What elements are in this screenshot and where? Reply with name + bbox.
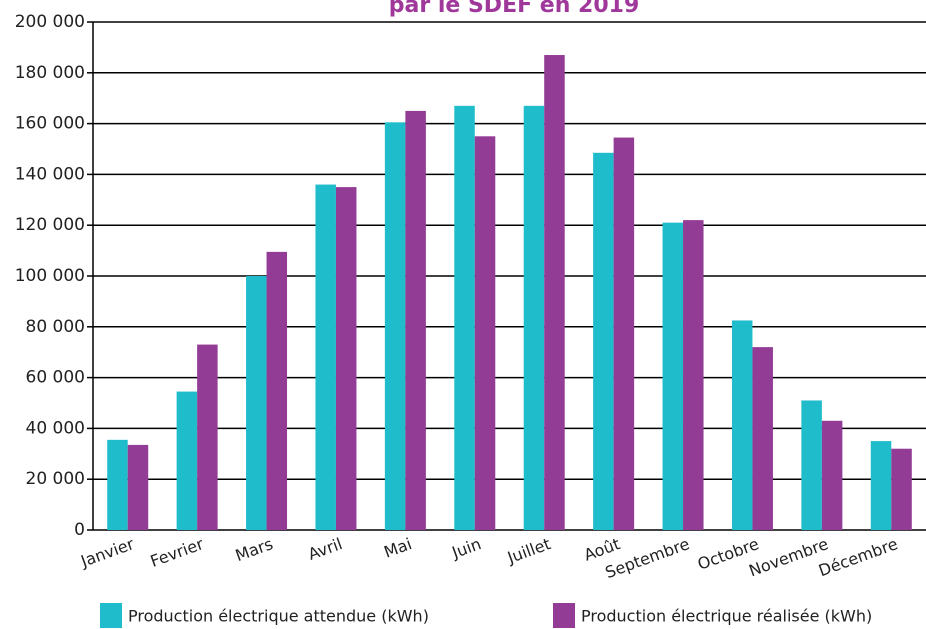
bar [384,122,406,530]
legend-swatch [553,603,575,628]
bar [613,137,635,530]
y-tick-label: 100 000 [15,266,85,286]
y-tick-label: 60 000 [26,368,85,388]
bar [801,400,822,530]
y-tick-label: 200 000 [15,12,85,32]
bar [662,222,684,530]
legend-label: Production électrique attendue (kWh) [128,607,429,626]
x-tick-label: Fevrier [148,534,207,571]
y-tick-label: 120 000 [15,215,85,235]
bar [315,184,336,530]
bar [870,441,892,530]
x-tick-label: Décembre [816,534,900,580]
bar [523,105,545,530]
bar [127,444,149,530]
bar [335,187,357,530]
legend-label: Production électrique réalisée (kWh) [581,607,872,626]
bar [176,391,198,530]
bar [752,347,773,530]
bar [107,439,128,530]
x-tick-label: Mai [381,534,414,561]
y-tick-label: 160 000 [15,114,85,134]
bar [474,136,496,531]
bar [731,320,753,530]
bar [891,448,912,530]
bar [405,110,426,531]
x-tick-label: Novembre [746,534,830,580]
y-tick-label: 140 000 [15,164,85,184]
bar [246,276,267,530]
bar [454,105,475,530]
y-tick-label: 80 000 [26,317,85,337]
bar [683,220,704,530]
bar [197,344,218,530]
x-tick-label: Janvier [77,534,137,571]
x-tick-label: Juillet [504,534,553,567]
y-tick-label: 20 000 [26,469,85,489]
x-tick-label: Avril [306,534,345,564]
x-tick-label: Mars [233,534,276,565]
x-tick-label: Juin [449,534,484,562]
y-tick-label: 0 [74,520,85,540]
y-tick-label: 40 000 [26,418,85,438]
y-tick-label: 180 000 [15,63,85,83]
bar [266,251,288,530]
bar [821,420,843,530]
chart-title: par le SDEF en 2019 [389,0,640,18]
bar [544,55,565,531]
legend-swatch [100,603,122,628]
bar [593,152,614,530]
